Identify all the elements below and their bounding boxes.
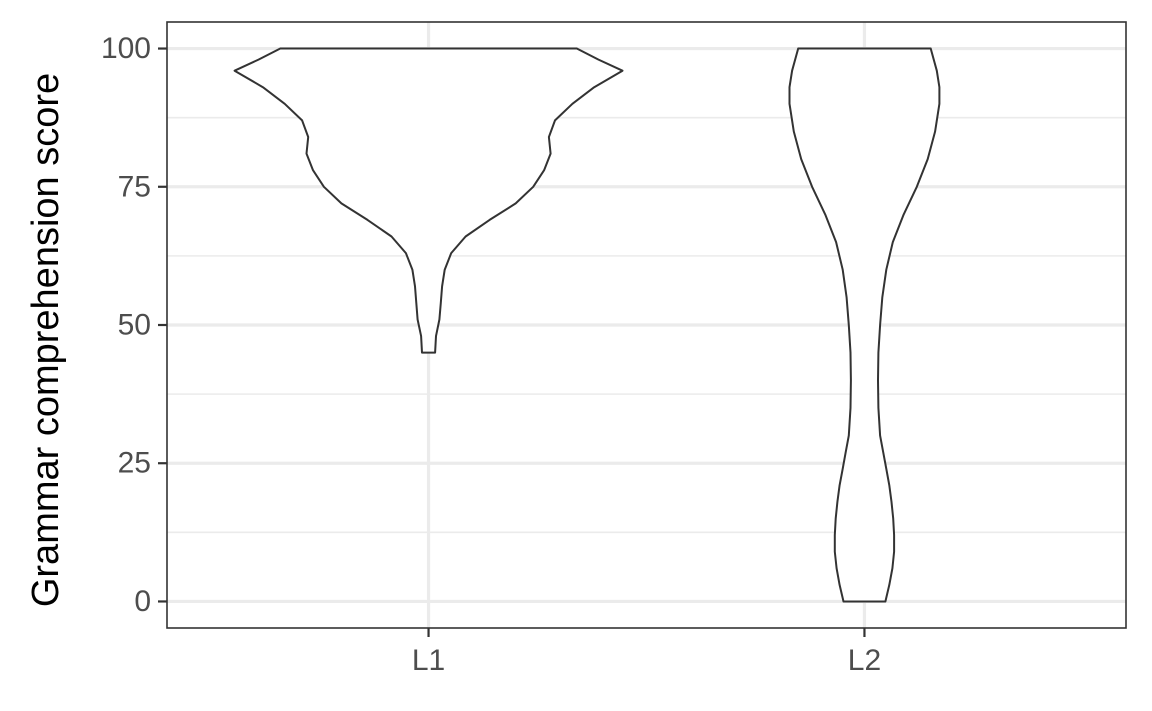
violins [233, 47, 941, 603]
x-tick-label-L1: L1 [412, 644, 445, 677]
x-tick-label-L2: L2 [848, 644, 881, 677]
violin-L1 [233, 47, 624, 354]
y-tick-label-0: 0 [134, 585, 151, 618]
y-tick-label-3: 75 [118, 170, 151, 203]
y-tick-label-4: 100 [101, 32, 151, 65]
y-axis-title: Grammar comprehension score [25, 73, 67, 607]
y-axis: 0 25 50 75 100 [101, 32, 167, 618]
violin-L2 [788, 47, 941, 603]
y-tick-label-1: 25 [118, 447, 151, 480]
x-axis: L1 L2 [412, 628, 881, 677]
y-tick-label-2: 50 [118, 309, 151, 342]
